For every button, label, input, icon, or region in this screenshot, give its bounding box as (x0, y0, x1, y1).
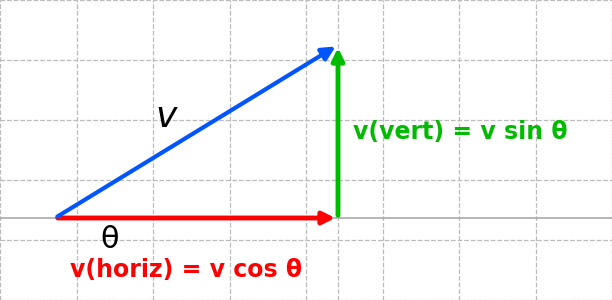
Text: v(vert) = v sin θ: v(vert) = v sin θ (353, 119, 567, 143)
Text: θ: θ (101, 226, 119, 254)
Text: v: v (156, 100, 177, 134)
Text: v(horiz) = v cos θ: v(horiz) = v cos θ (70, 258, 302, 282)
